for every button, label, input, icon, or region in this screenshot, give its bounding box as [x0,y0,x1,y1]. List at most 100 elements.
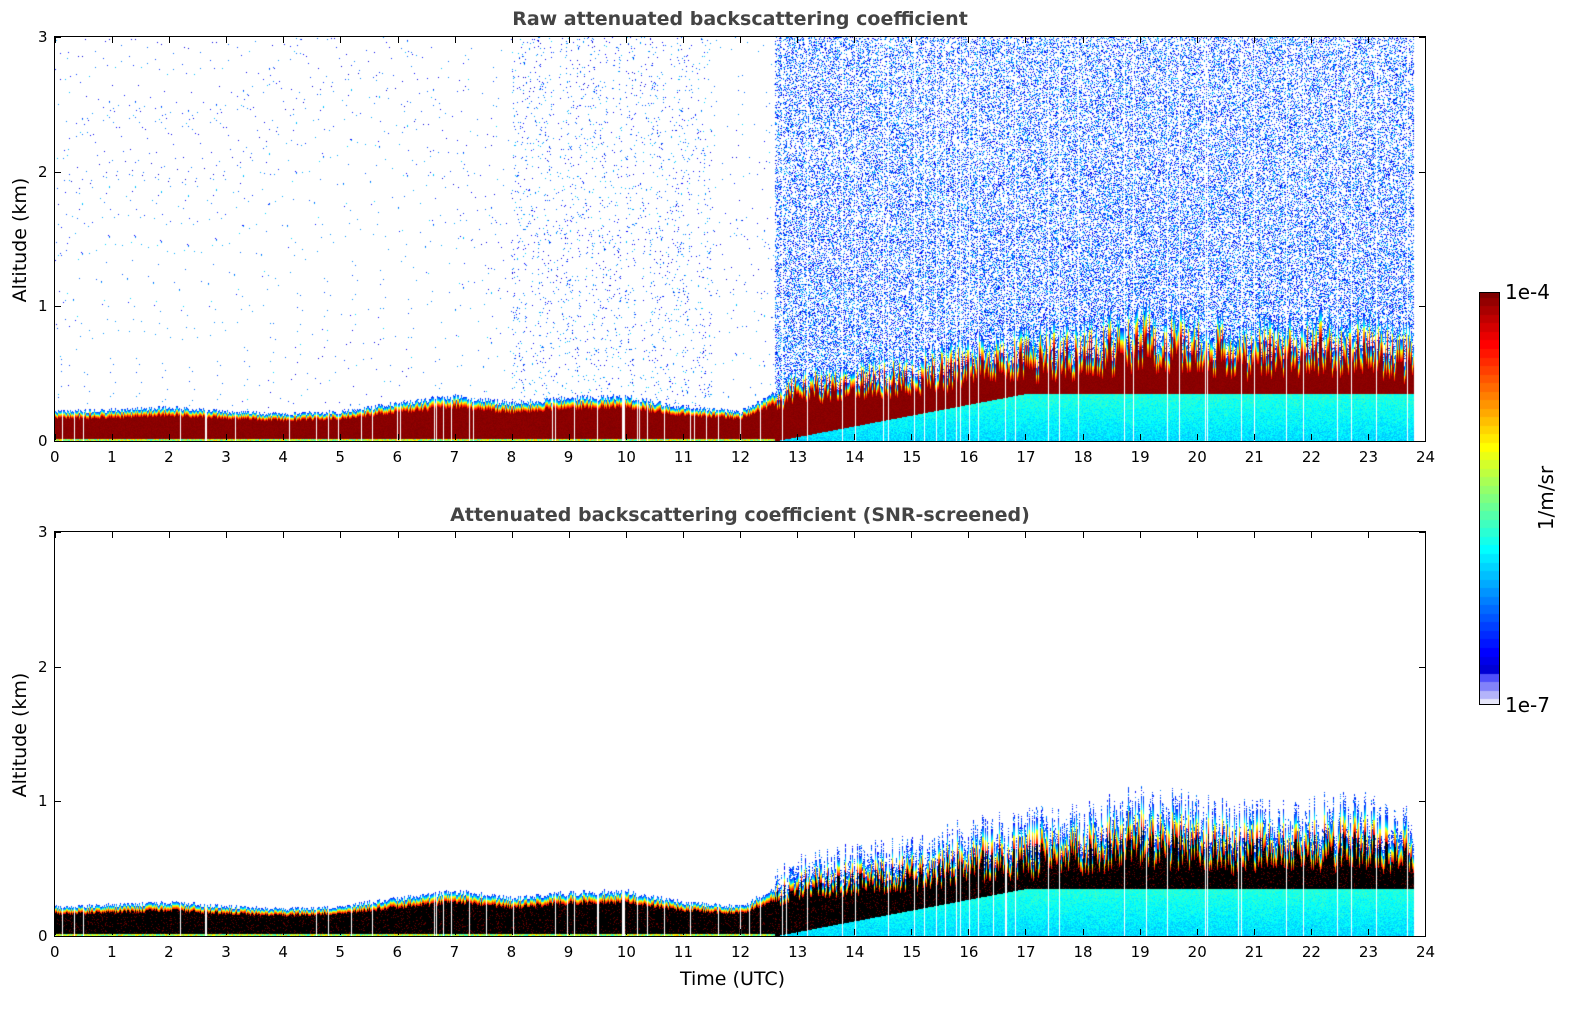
x-tick-label: 13 [788,943,808,961]
x-tick-mark [625,929,627,935]
bottom-chart-title: Attenuated backscattering coefficient (S… [450,504,1030,526]
x-tick-mark [625,37,627,43]
x-tick-mark [55,37,56,43]
x-tick-mark [568,929,570,935]
top-y-axis-label: Altitude (km) [9,177,31,303]
x-tick-mark [454,37,456,43]
x-tick-label: 23 [1358,943,1378,961]
x-tick-mark [682,434,684,440]
x-tick-label: 20 [1187,448,1207,466]
x-tick-label: 15 [902,448,922,466]
x-tick-label: 4 [278,943,288,961]
x-tick-mark [55,434,56,440]
x-tick-mark [226,434,228,440]
x-tick-mark [740,434,741,440]
y-tick-mark [55,666,61,668]
x-tick-label: 17 [1016,448,1036,466]
x-tick-mark [340,532,342,538]
x-tick-label: 4 [278,448,288,466]
colorbar-max-label: 1e-4 [1505,280,1550,304]
x-tick-mark [968,434,970,440]
x-tick-mark [625,532,627,538]
x-tick-mark [55,532,56,538]
x-tick-label: 24 [1416,448,1436,466]
x-tick-mark [1425,532,1426,538]
x-tick-label: 13 [788,448,808,466]
y-tick-mark [55,532,61,533]
x-tick-mark [55,929,56,935]
colorbar-label: 1/m/sr [1534,465,1558,531]
x-tick-label: 9 [563,448,574,466]
y-tick-mark [1419,801,1425,803]
y-tick-label: 0 [38,432,48,450]
x-tick-label: 10 [616,448,636,466]
x-tick-mark [854,434,856,440]
x-tick-mark [740,37,741,43]
x-tick-mark [1310,929,1312,935]
x-tick-label: 7 [449,448,460,466]
x-tick-label: 16 [959,448,979,466]
x-tick-mark [397,532,399,538]
x-tick-mark [454,929,456,935]
x-tick-mark [968,37,970,43]
x-tick-mark [1367,532,1369,538]
x-tick-mark [340,434,342,440]
colorbar-gradient [1480,293,1499,704]
x-tick-mark [169,929,171,935]
bottom-x-axis-label: Time (UTC) [680,968,786,990]
x-tick-label: 18 [1073,943,1093,961]
x-tick-mark [397,434,399,440]
x-tick-mark [283,37,285,43]
x-tick-mark [1253,532,1255,538]
x-tick-mark [1082,929,1084,935]
x-tick-label: 24 [1416,943,1436,961]
x-tick-mark [169,37,171,43]
y-tick-mark [1419,532,1425,533]
x-tick-label: 17 [1016,943,1036,961]
y-tick-label: 3 [38,28,48,46]
x-tick-mark [169,532,171,538]
x-tick-mark [797,532,799,538]
x-tick-mark [911,532,913,538]
x-tick-label: 21 [1244,943,1264,961]
x-tick-mark [797,434,799,440]
x-tick-mark [682,37,684,43]
x-tick-mark [511,532,513,538]
y-tick-label: 2 [38,162,48,181]
x-tick-mark [625,434,627,440]
x-tick-mark [911,929,913,935]
x-tick-mark [226,532,228,538]
x-tick-mark [797,929,799,935]
x-tick-mark [1025,532,1027,538]
colorbar-min-label: 1e-7 [1505,693,1550,717]
y-tick-label: 0 [38,927,48,945]
x-tick-mark [226,37,228,43]
x-tick-label: 12 [731,448,751,466]
x-tick-mark [1196,37,1198,43]
x-tick-mark [968,532,970,538]
x-tick-mark [1025,434,1027,440]
x-tick-mark [1025,929,1027,935]
x-tick-mark [397,37,399,43]
x-tick-label: 19 [1130,448,1150,466]
x-tick-label: 8 [506,943,517,961]
x-tick-label: 5 [335,448,345,466]
x-tick-mark [1139,532,1141,538]
y-tick-label: 1 [38,297,48,316]
x-tick-label: 22 [1301,448,1321,466]
x-tick-mark [511,434,513,440]
x-tick-mark [283,929,285,935]
x-tick-label: 0 [50,943,60,961]
x-tick-mark [1253,37,1255,43]
x-tick-label: 16 [959,943,979,961]
x-tick-mark [911,434,913,440]
x-tick-mark [1196,929,1198,935]
x-tick-mark [1310,434,1312,440]
x-tick-mark [226,929,228,935]
x-tick-mark [112,532,114,538]
y-tick-mark [55,171,61,173]
x-tick-mark [1139,434,1141,440]
y-tick-mark [1419,171,1425,173]
x-tick-label: 18 [1073,448,1093,466]
x-tick-mark [854,929,856,935]
